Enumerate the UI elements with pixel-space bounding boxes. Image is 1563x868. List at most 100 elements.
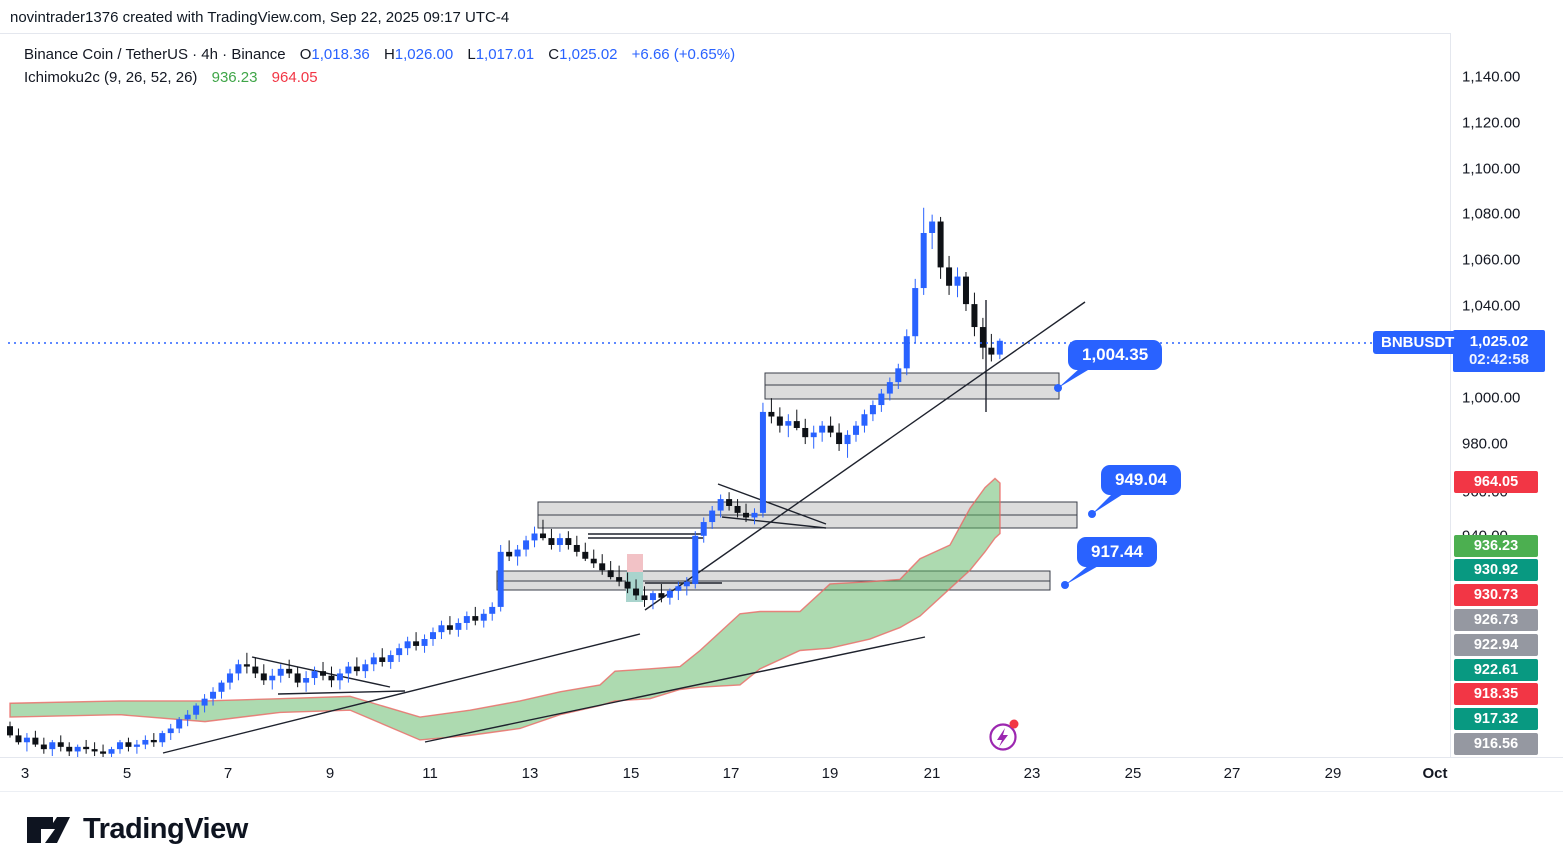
x-axis-tick[interactable]: 19 [821, 765, 839, 782]
price-callout-label[interactable]: 1,004.35 [1068, 340, 1163, 370]
candle-body [768, 411, 775, 417]
trendline-drawing[interactable] [162, 633, 641, 754]
trendline-drawing[interactable] [424, 636, 926, 743]
x-axis-tick[interactable]: 9 [325, 765, 335, 782]
indicator-price-badge[interactable]: 930.73 [1454, 584, 1538, 606]
candle-body [802, 427, 809, 438]
chart-legend[interactable]: Binance Coin / TetherUS · 4h · Binance O… [24, 44, 735, 90]
x-axis-tick[interactable]: Oct [1422, 765, 1448, 782]
candle-body [827, 425, 834, 433]
y-axis-tick[interactable]: 1,140.00 [1462, 68, 1521, 86]
candle-body [100, 751, 107, 754]
x-axis-tick[interactable]: 5 [122, 765, 132, 782]
trendline-drawing[interactable] [721, 516, 827, 529]
candle-body [743, 512, 750, 518]
candle-body [633, 588, 640, 596]
callout-anchor-dot[interactable] [1054, 384, 1062, 392]
candle-body [886, 382, 893, 394]
candle-body [853, 425, 859, 435]
candle-body [413, 641, 420, 646]
y-axis-tick[interactable]: 980.00 [1462, 435, 1508, 453]
candle-body [243, 664, 250, 667]
notification-dot [1009, 719, 1019, 729]
price-axis[interactable]: 960.00940.001,140.001,120.001,100.001,08… [1450, 33, 1563, 757]
candle-body [142, 739, 149, 745]
x-axis-tick[interactable]: 3 [20, 765, 30, 782]
trendline-drawing[interactable] [644, 301, 1086, 611]
candle-body [108, 749, 115, 754]
price-callout-label[interactable]: 917.44 [1077, 537, 1157, 567]
x-axis-tick[interactable]: 11 [422, 765, 438, 782]
y-axis-tick[interactable]: 1,060.00 [1462, 251, 1521, 269]
indicator-price-badge[interactable]: 917.32 [1454, 708, 1538, 730]
events-flash-icon[interactable] [989, 719, 1019, 751]
candle-body [700, 522, 707, 536]
indicator-value-red: 964.05 [271, 69, 318, 86]
candle-body [235, 664, 242, 674]
indicator-price-badge[interactable]: 922.94 [1454, 634, 1538, 656]
last-price-box[interactable]: 1,025.02 02:42:58 [1453, 330, 1545, 372]
candle-body [379, 657, 386, 662]
indicator-value-green: 936.23 [211, 69, 258, 86]
candle-body [810, 432, 817, 438]
y-axis-tick[interactable]: 1,120.00 [1462, 114, 1521, 132]
candle-body [497, 551, 504, 607]
candle-body [514, 549, 521, 557]
ichimoku-cloud [9, 477, 1001, 741]
y-axis-tick[interactable]: 1,000.00 [1462, 389, 1521, 407]
candle-body [785, 421, 792, 426]
x-axis-tick[interactable]: 7 [223, 765, 233, 782]
candle-body [590, 558, 597, 564]
candle-body [252, 666, 259, 674]
x-axis-tick[interactable]: 23 [1023, 765, 1041, 782]
y-axis-tick[interactable]: 1,100.00 [1462, 160, 1521, 178]
candle-body [607, 570, 614, 578]
trendline-drawing[interactable] [717, 483, 827, 525]
indicator-price-badge[interactable]: 926.73 [1454, 609, 1538, 631]
candle-body [32, 737, 39, 745]
attribution-text: novintrader1376 created with TradingView… [10, 9, 510, 26]
candle-body [40, 744, 47, 750]
indicator-price-badge[interactable]: 918.35 [1454, 683, 1538, 705]
candle-body [878, 393, 885, 406]
x-axis-tick[interactable]: 15 [622, 765, 640, 782]
symbol-price-tag[interactable]: BNBUSDT [1373, 331, 1463, 354]
x-axis-tick[interactable]: 29 [1324, 765, 1342, 782]
candle-body [74, 746, 81, 752]
candle-body [946, 267, 953, 286]
y-axis-tick[interactable]: 1,040.00 [1462, 297, 1521, 315]
candle-body [446, 625, 453, 630]
last-price-value: 1,025.02 [1469, 333, 1529, 350]
y-axis-tick[interactable]: 1,080.00 [1462, 205, 1521, 223]
candle-body [116, 742, 123, 750]
candle-body [979, 327, 986, 348]
x-axis-tick[interactable]: 25 [1124, 765, 1142, 782]
candle-body [218, 682, 225, 692]
indicator-price-badge[interactable]: 922.61 [1454, 659, 1538, 681]
x-axis-tick[interactable]: 21 [923, 765, 941, 782]
indicator-price-badge[interactable]: 916.56 [1454, 733, 1538, 755]
callout-anchor-dot[interactable] [1088, 510, 1096, 518]
candle-body [328, 675, 335, 681]
callout-anchor-dot[interactable] [1061, 581, 1069, 589]
candle-body [658, 593, 665, 598]
candle-body [649, 593, 656, 601]
candle-body [996, 340, 1003, 355]
x-axis-tick[interactable]: 17 [722, 765, 740, 782]
position-tool-risk[interactable] [627, 554, 643, 572]
indicator-price-badge[interactable]: 964.05 [1454, 471, 1538, 493]
candle-body [616, 577, 623, 582]
candle-body [396, 648, 403, 656]
zone-drawing[interactable] [764, 372, 1060, 400]
x-axis-tick[interactable]: 13 [521, 765, 539, 782]
indicator-price-badge[interactable]: 930.92 [1454, 559, 1538, 581]
time-axis[interactable]: 3 5 7 9 11 13 15 17 19 21 23 25 27 29 Oct [0, 757, 1563, 792]
trendline-drawing[interactable] [277, 690, 406, 695]
candle-body [66, 746, 73, 752]
candle-body [751, 512, 758, 518]
price-callout-label[interactable]: 949.04 [1101, 465, 1181, 495]
candle-body [573, 544, 580, 552]
indicator-price-badge[interactable]: 936.23 [1454, 535, 1538, 557]
x-axis-tick[interactable]: 27 [1223, 765, 1241, 782]
